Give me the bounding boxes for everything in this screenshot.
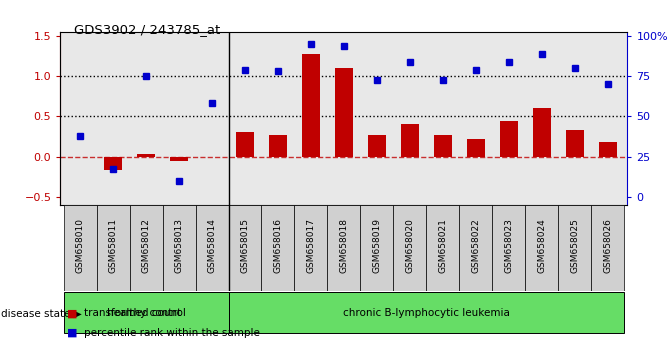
Text: ■: ■ — [67, 328, 78, 338]
Bar — [393, 205, 426, 291]
Bar — [130, 205, 162, 291]
Text: GSM658011: GSM658011 — [109, 218, 117, 273]
Bar — [401, 124, 419, 156]
Text: healthy control: healthy control — [107, 308, 186, 318]
Bar — [229, 292, 624, 333]
Bar — [104, 156, 122, 170]
Bar — [203, 156, 221, 158]
Bar — [64, 205, 97, 291]
Text: GSM658018: GSM658018 — [340, 218, 348, 273]
Text: GSM658022: GSM658022 — [471, 218, 480, 273]
Bar — [269, 135, 287, 156]
Bar — [599, 142, 617, 156]
Text: GSM658010: GSM658010 — [76, 218, 85, 273]
Bar — [229, 205, 262, 291]
Bar — [170, 156, 188, 161]
Text: GSM658016: GSM658016 — [274, 218, 282, 273]
Bar — [433, 135, 452, 156]
Text: GSM658017: GSM658017 — [307, 218, 315, 273]
Bar — [236, 132, 254, 156]
Bar — [493, 205, 525, 291]
Bar — [97, 205, 130, 291]
Text: GSM658024: GSM658024 — [537, 218, 546, 273]
Text: GSM658019: GSM658019 — [372, 218, 381, 273]
Text: GSM658020: GSM658020 — [405, 218, 414, 273]
Bar — [302, 55, 320, 156]
Bar — [137, 154, 155, 156]
Bar — [467, 139, 485, 156]
Text: transformed count: transformed count — [84, 308, 181, 318]
Bar — [64, 292, 229, 333]
Bar — [262, 205, 295, 291]
Bar — [295, 205, 327, 291]
Text: GSM658023: GSM658023 — [504, 218, 513, 273]
Bar — [335, 68, 353, 156]
Text: GSM658012: GSM658012 — [142, 218, 150, 273]
Text: GSM658025: GSM658025 — [570, 218, 579, 273]
Text: GSM658013: GSM658013 — [174, 218, 184, 273]
Bar — [459, 205, 493, 291]
Text: GSM658015: GSM658015 — [240, 218, 250, 273]
Bar — [566, 130, 584, 156]
Bar — [500, 121, 518, 156]
Bar — [195, 205, 229, 291]
Text: chronic B-lymphocytic leukemia: chronic B-lymphocytic leukemia — [343, 308, 510, 318]
Text: ■: ■ — [67, 308, 78, 318]
Bar — [525, 205, 558, 291]
Bar — [368, 135, 386, 156]
Text: GSM658014: GSM658014 — [207, 218, 217, 273]
Bar — [360, 205, 393, 291]
Bar — [558, 205, 591, 291]
Bar — [162, 205, 195, 291]
Bar — [533, 108, 551, 156]
Text: percentile rank within the sample: percentile rank within the sample — [84, 328, 260, 338]
Bar — [327, 205, 360, 291]
Text: disease state ▶: disease state ▶ — [1, 308, 82, 318]
Bar — [426, 205, 459, 291]
Bar — [591, 205, 624, 291]
Text: GDS3902 / 243785_at: GDS3902 / 243785_at — [74, 23, 221, 36]
Text: GSM658026: GSM658026 — [603, 218, 612, 273]
Text: GSM658021: GSM658021 — [438, 218, 448, 273]
